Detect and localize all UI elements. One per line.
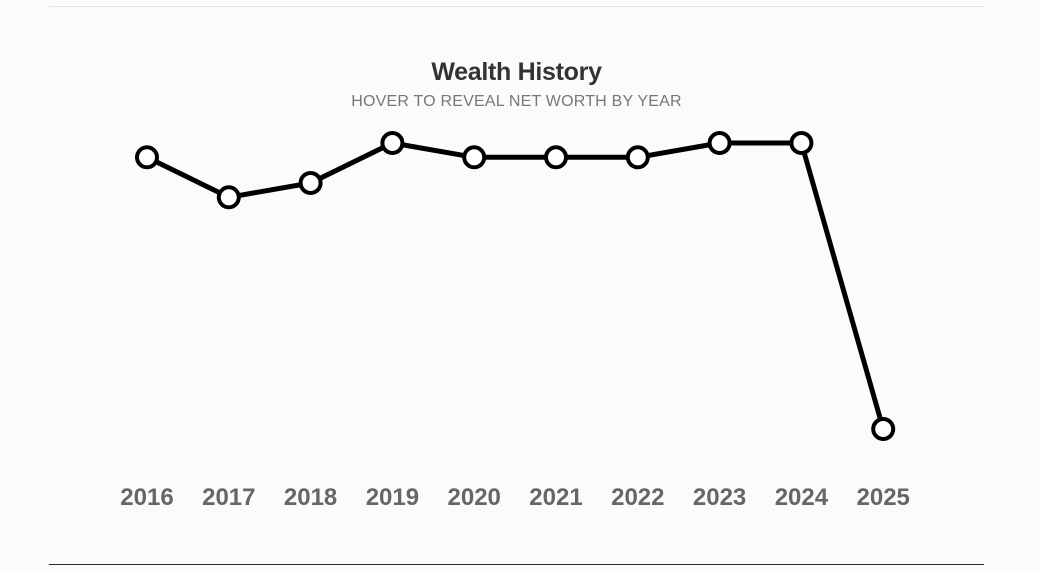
- x-tick-label-2025: 2025: [857, 484, 910, 511]
- data-point-2016[interactable]: [135, 145, 159, 170]
- x-tick-label-2024: 2024: [775, 484, 829, 511]
- chart-title: Wealth History: [431, 58, 602, 86]
- data-point-2020[interactable]: [462, 145, 487, 170]
- top-divider: [49, 6, 984, 7]
- data-point-2022[interactable]: [625, 145, 650, 170]
- data-point-2024[interactable]: [789, 131, 814, 155]
- data-point-2019[interactable]: [380, 131, 405, 155]
- x-tick-label-2019: 2019: [366, 484, 419, 511]
- data-point-2025[interactable]: [871, 417, 896, 441]
- x-tick-label-2016: 2016: [120, 484, 173, 511]
- data-point-layer: [135, 131, 896, 441]
- data-point-2017[interactable]: [216, 185, 241, 210]
- x-tick-label-2018: 2018: [284, 484, 337, 511]
- data-point-2021[interactable]: [544, 145, 568, 170]
- series-line: [144, 140, 886, 432]
- x-tick-label-2017: 2017: [202, 484, 255, 511]
- series-line-layer: [144, 140, 886, 432]
- data-point-2023[interactable]: [707, 131, 732, 155]
- data-point-2018[interactable]: [298, 171, 323, 195]
- x-axis-tick-labels: 2016 2017 2018 2019 2020 2021 2022 2023 2024 2025: [120, 484, 910, 511]
- x-tick-label-2020: 2020: [448, 484, 501, 511]
- x-tick-label-2021: 2021: [529, 484, 582, 511]
- x-tick-label-2022: 2022: [611, 484, 664, 511]
- chart-subtitle: HOVER TO REVEAL NET WORTH BY YEAR: [351, 93, 682, 110]
- x-tick-label-2023: 2023: [693, 484, 746, 511]
- bottom-divider: [49, 564, 984, 565]
